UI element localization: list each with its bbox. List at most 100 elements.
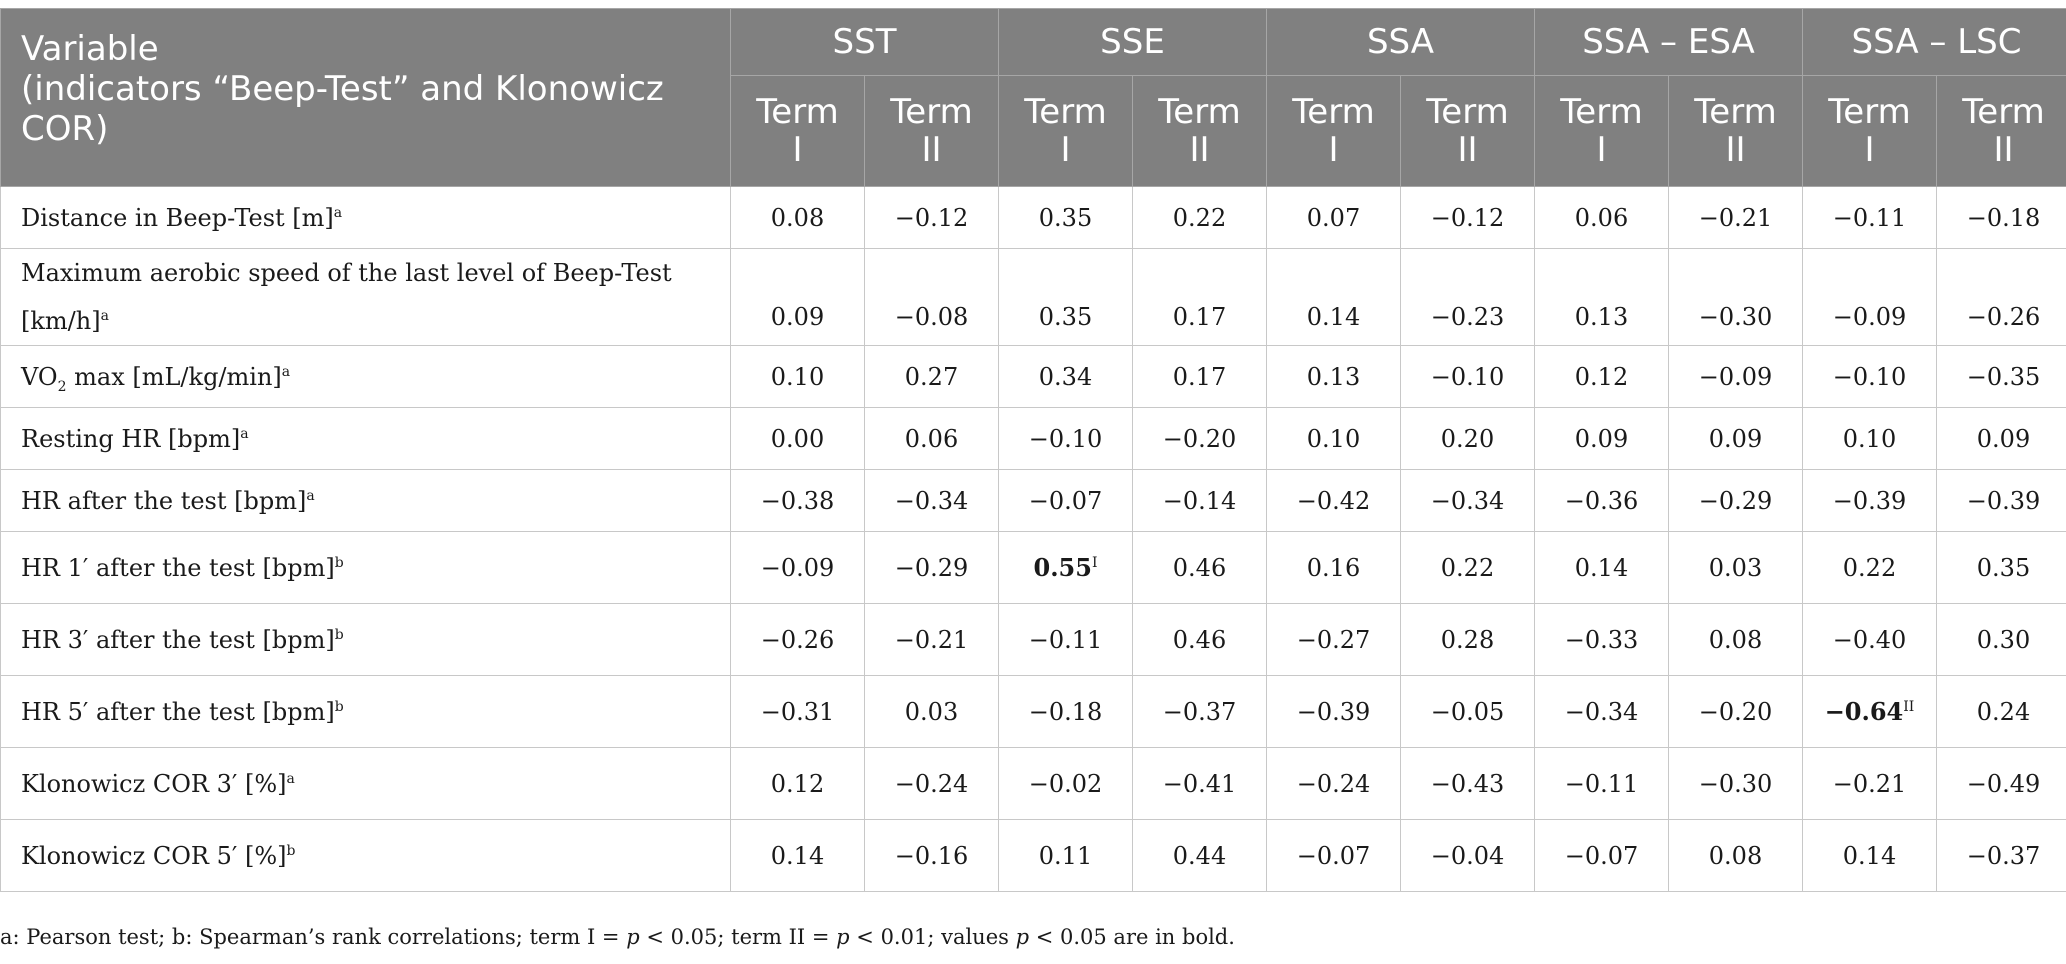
value: −0.42 bbox=[1296, 486, 1371, 515]
table-row: Klonowicz COR 3′ [%]a 0.12 −0.24 −0.02 −0.41… bbox=[0, 747, 2066, 820]
value: 0.34 bbox=[1038, 362, 1093, 391]
value: −0.10 bbox=[1028, 424, 1103, 453]
value: 0.14 bbox=[1574, 553, 1629, 582]
value: −0.33 bbox=[1564, 625, 1639, 654]
value-cell: 0.35 bbox=[998, 186, 1133, 249]
row-label-superscript: a bbox=[281, 363, 291, 380]
value: 0.46 bbox=[1172, 553, 1227, 582]
footnote-p-1: p bbox=[626, 925, 640, 949]
value: −0.31 bbox=[760, 697, 835, 726]
value-cell: −0.10 bbox=[998, 407, 1133, 470]
value: −0.21 bbox=[1698, 203, 1773, 232]
value-cell: −0.39 bbox=[1802, 469, 1937, 532]
term-word: Term bbox=[1024, 92, 1107, 132]
value: −0.21 bbox=[894, 625, 969, 654]
value: 0.46 bbox=[1172, 625, 1227, 654]
term-numeral: II bbox=[1457, 130, 1478, 170]
value: −0.18 bbox=[1966, 203, 2041, 232]
value-cell: −0.34 bbox=[864, 469, 999, 532]
value: 0.08 bbox=[1708, 841, 1763, 870]
row-label-superscript: a bbox=[100, 308, 109, 324]
value-cell: 0.22 bbox=[1132, 186, 1267, 249]
value-cell: −0.39 bbox=[1936, 469, 2066, 532]
value: −0.36 bbox=[1564, 486, 1639, 515]
group-header-sst: SST bbox=[730, 8, 999, 76]
bold-value: −0.64 bbox=[1824, 697, 1904, 726]
group-header-ssa: SSA bbox=[1266, 8, 1535, 76]
value: 0.14 bbox=[770, 841, 825, 870]
value: 0.22 bbox=[1842, 553, 1897, 582]
value: −0.39 bbox=[1296, 697, 1371, 726]
value-cell: −0.07 bbox=[1534, 819, 1669, 892]
value-cell: 0.16 bbox=[1266, 531, 1401, 604]
value: 0.22 bbox=[1440, 553, 1495, 582]
footnote-part2: < 0.05; term II = bbox=[639, 925, 837, 949]
value: −0.09 bbox=[1832, 303, 1907, 331]
value-cell: −0.21 bbox=[1802, 747, 1937, 820]
term-word: Term bbox=[1426, 92, 1509, 132]
value-cell: −0.34 bbox=[1534, 675, 1669, 748]
value: −0.29 bbox=[1698, 486, 1773, 515]
row-label-superscript: b bbox=[286, 842, 296, 859]
variable-header-line1: Variable bbox=[21, 29, 159, 69]
bold-value: 0.55 bbox=[1033, 553, 1092, 582]
value: 0.30 bbox=[1976, 625, 2031, 654]
value: 0.12 bbox=[770, 769, 825, 798]
value: −0.12 bbox=[1430, 203, 1505, 232]
value: 0.09 bbox=[1574, 424, 1629, 453]
value: −0.34 bbox=[894, 486, 969, 515]
value-cell: −0.41 bbox=[1132, 747, 1267, 820]
value: 0.10 bbox=[770, 362, 825, 391]
value-cell: −0.27 bbox=[1266, 603, 1401, 676]
term-numeral: II bbox=[1189, 130, 1210, 170]
value-cell: 0.30 bbox=[1936, 603, 2066, 676]
correlation-table-container: Variable (indicators “Beep-Test” and Klo… bbox=[0, 8, 2066, 892]
value: −0.04 bbox=[1430, 841, 1505, 870]
value: −0.26 bbox=[760, 625, 835, 654]
term-header: Term I bbox=[1266, 75, 1401, 187]
value-cell: −0.05 bbox=[1400, 675, 1535, 748]
value-cell: −0.04 bbox=[1400, 819, 1535, 892]
value-cell: −0.09 bbox=[730, 531, 865, 604]
value: −0.24 bbox=[1296, 769, 1371, 798]
value: −0.09 bbox=[760, 553, 835, 582]
term-header: Term II bbox=[1132, 75, 1267, 187]
value: −0.26 bbox=[1966, 303, 2041, 331]
value: 0.09 bbox=[770, 303, 825, 331]
correlation-table: Variable (indicators “Beep-Test” and Klo… bbox=[0, 8, 2066, 892]
row-label-cell: Resting HR [bpm]a bbox=[0, 407, 731, 470]
term-header: Term I bbox=[1802, 75, 1937, 187]
value: −0.12 bbox=[894, 203, 969, 232]
value: 0.13 bbox=[1574, 303, 1629, 331]
term-word: Term bbox=[756, 92, 839, 132]
value-cell: 0.22 bbox=[1400, 531, 1535, 604]
row-label-cell: HR 5′ after the test [bpm]b bbox=[0, 675, 731, 748]
term-numeral: I bbox=[1060, 130, 1071, 170]
value-cell: 0.46 bbox=[1132, 531, 1267, 604]
value-cell: −0.24 bbox=[864, 747, 999, 820]
value-cell: −0.38 bbox=[730, 469, 865, 532]
value: −0.09 bbox=[1698, 362, 1773, 391]
value-cell: 0.08 bbox=[730, 186, 865, 249]
row-label: Distance in Beep-Test [m] bbox=[21, 203, 334, 232]
term-word: Term bbox=[1694, 92, 1777, 132]
value-cell: −0.31 bbox=[730, 675, 865, 748]
value-cell: −0.43 bbox=[1400, 747, 1535, 820]
term-header: Term II bbox=[1400, 75, 1535, 187]
row-label-cell: Maximum aerobic speed of the last level … bbox=[0, 248, 731, 346]
value-cell: 0.14 bbox=[1534, 531, 1669, 604]
term-word: Term bbox=[1158, 92, 1241, 132]
value-cell: −0.42 bbox=[1266, 469, 1401, 532]
value-cell: 0.14 bbox=[1266, 248, 1401, 346]
value: −0.37 bbox=[1966, 841, 2041, 870]
value-cell: 0.03 bbox=[864, 675, 999, 748]
row-label-superscript: b bbox=[334, 554, 344, 571]
value-cell: −0.10 bbox=[1802, 345, 1937, 408]
value: 0.07 bbox=[1306, 203, 1361, 232]
value: −0.30 bbox=[1698, 769, 1773, 798]
row-label: HR 5′ after the test [bpm] bbox=[21, 697, 335, 726]
value-cell: 0.34 bbox=[998, 345, 1133, 408]
value: −0.07 bbox=[1564, 841, 1639, 870]
table-row: Resting HR [bpm]a 0.00 0.06 −0.10 −0.20 0.10 0… bbox=[0, 407, 2066, 470]
value-cell: 0.55I bbox=[998, 531, 1133, 604]
